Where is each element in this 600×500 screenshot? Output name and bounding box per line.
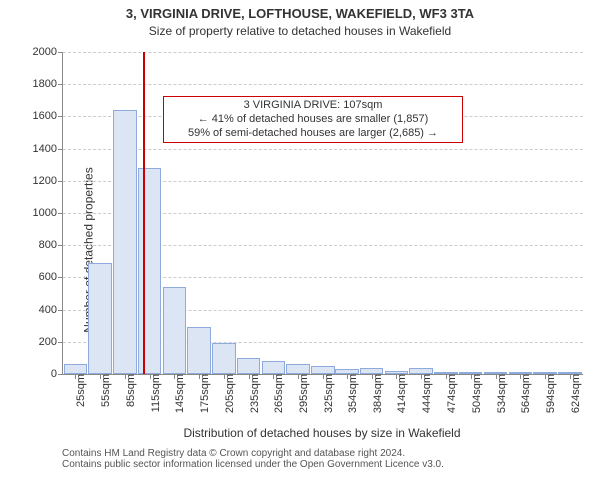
ytick-label: 1800 <box>33 78 57 90</box>
ytick-label: 1200 <box>33 175 57 187</box>
footer-line2: Contains public sector information licen… <box>62 459 444 470</box>
ytick-label: 1000 <box>33 207 57 219</box>
xtick-label: 235sqm <box>249 374 261 413</box>
xtick-label: 145sqm <box>174 374 186 413</box>
bar <box>237 358 261 374</box>
xtick-label: 594sqm <box>545 374 557 413</box>
ytick-mark <box>58 116 63 117</box>
xtick-label: 85sqm <box>125 374 137 407</box>
xtick-label: 115sqm <box>150 374 162 412</box>
chart-root: 3, VIRGINIA DRIVE, LOFTHOUSE, WAKEFIELD,… <box>0 0 600 500</box>
ytick-mark <box>58 84 63 85</box>
ytick-mark <box>58 213 63 214</box>
ytick-mark <box>58 342 63 343</box>
bar <box>187 327 211 374</box>
ytick-mark <box>58 277 63 278</box>
ytick-label: 0 <box>51 368 57 380</box>
ytick-label: 200 <box>39 336 57 348</box>
bar <box>311 366 335 374</box>
xtick-label: 414sqm <box>396 374 408 413</box>
xtick-label: 474sqm <box>446 374 458 413</box>
bar <box>212 343 236 374</box>
ytick-mark <box>58 181 63 182</box>
xtick-label: 564sqm <box>520 374 532 413</box>
chart-title-line1: 3, VIRGINIA DRIVE, LOFTHOUSE, WAKEFIELD,… <box>0 6 600 21</box>
xtick-label: 25sqm <box>75 374 87 407</box>
xtick-label: 325sqm <box>323 374 335 413</box>
gridline-h <box>63 149 583 150</box>
callout-line: 3 VIRGINIA DRIVE: 107sqm <box>168 99 458 113</box>
xtick-label: 534sqm <box>496 374 508 413</box>
footer-line1: Contains HM Land Registry data © Crown c… <box>62 448 444 459</box>
ytick-mark <box>58 374 63 375</box>
xtick-label: 384sqm <box>372 374 384 413</box>
ytick-label: 1400 <box>33 143 57 155</box>
ytick-mark <box>58 245 63 246</box>
xtick-label: 265sqm <box>273 374 285 413</box>
xtick-label: 354sqm <box>347 374 359 413</box>
ytick-label: 400 <box>39 304 57 316</box>
reference-line <box>143 52 145 374</box>
xtick-label: 624sqm <box>570 374 582 413</box>
bar <box>262 361 286 374</box>
xtick-label: 55sqm <box>100 374 112 407</box>
ytick-label: 2000 <box>33 46 57 58</box>
callout-box: 3 VIRGINIA DRIVE: 107sqm← 41% of detache… <box>163 96 463 143</box>
bar <box>286 364 310 374</box>
xtick-label: 504sqm <box>471 374 483 413</box>
ytick-label: 800 <box>39 239 57 251</box>
ytick-label: 600 <box>39 271 57 283</box>
ytick-mark <box>58 310 63 311</box>
xtick-label: 295sqm <box>298 374 310 413</box>
gridline-h <box>63 84 583 85</box>
bar <box>64 364 88 374</box>
xtick-label: 175sqm <box>199 374 211 413</box>
ytick-label: 1600 <box>33 110 57 122</box>
footer-text: Contains HM Land Registry data © Crown c… <box>62 448 444 470</box>
bar <box>88 263 112 374</box>
ytick-mark <box>58 52 63 53</box>
xtick-label: 444sqm <box>421 374 433 413</box>
ytick-mark <box>58 149 63 150</box>
callout-line: ← 41% of detached houses are smaller (1,… <box>168 113 458 127</box>
bar <box>138 168 162 374</box>
bar <box>163 287 187 374</box>
gridline-h <box>63 52 583 53</box>
x-axis-label: Distribution of detached houses by size … <box>62 426 582 440</box>
callout-line: 59% of semi-detached houses are larger (… <box>168 127 458 141</box>
chart-title-line2: Size of property relative to detached ho… <box>0 24 600 38</box>
bar <box>113 110 137 374</box>
xtick-label: 205sqm <box>224 374 236 413</box>
plot-area: 020040060080010001200140016001800200025s… <box>62 52 583 375</box>
